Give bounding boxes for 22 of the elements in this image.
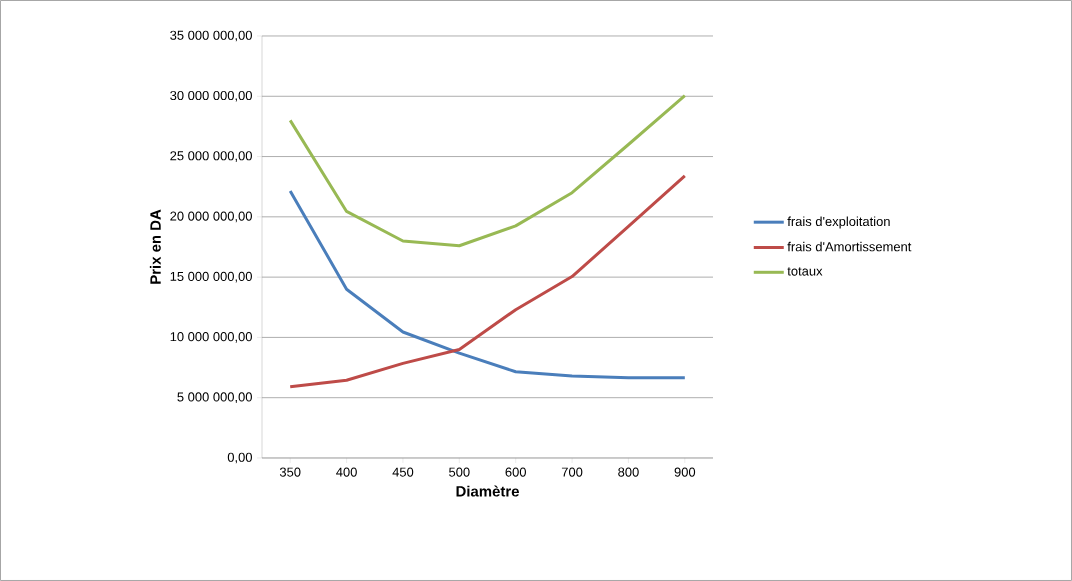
y-tick-label: 30 000 000,00	[170, 90, 252, 102]
y-tick-label: 20 000 000,00	[170, 211, 252, 223]
y-tick-label: 10 000 000,00	[170, 332, 252, 343]
x-tick-label: 450	[392, 467, 414, 477]
x-tick-label: 700	[561, 467, 583, 477]
y-tick-label: 5 000 000,00	[177, 392, 252, 404]
x-tick-label: 350	[279, 467, 301, 477]
y-tick-label: 0,00	[227, 452, 252, 464]
y-axis-title: Prix en DA	[149, 209, 161, 284]
y-tick-label: 35 000 000,00	[170, 30, 252, 42]
x-tick-label: 500	[449, 467, 470, 477]
x-tick-label: 800	[618, 467, 639, 477]
legend-label: frais d'Amortissement	[787, 241, 912, 252]
x-tick-label: 900	[674, 467, 696, 477]
x-tick-label: 400	[336, 467, 357, 477]
legend-label: frais d'exploitation	[787, 216, 890, 229]
y-tick-label: 25 000 000,00	[170, 151, 252, 162]
y-tick-label: 15 000 000,00	[170, 271, 252, 283]
legend-label: totaux	[787, 267, 823, 276]
line-series	[288, 94, 687, 248]
x-axis-title: Diamètre	[456, 485, 519, 497]
x-tick-label: 600	[505, 467, 526, 477]
